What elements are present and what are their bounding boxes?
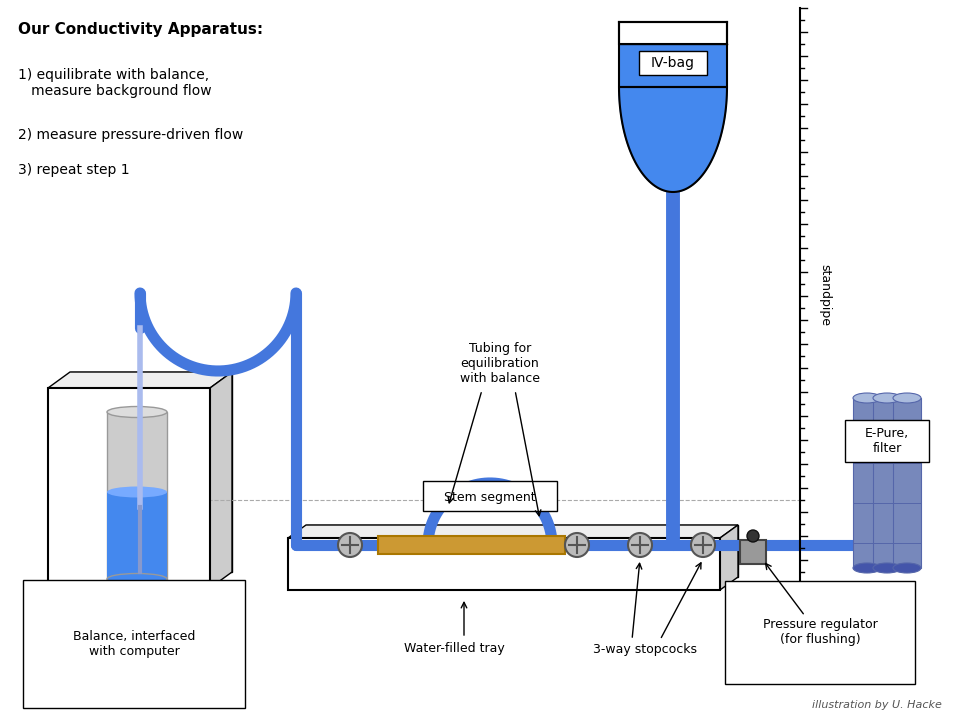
- Bar: [893, 398, 921, 568]
- Polygon shape: [210, 372, 232, 588]
- Text: 3) repeat step 1: 3) repeat step 1: [18, 163, 129, 177]
- Ellipse shape: [853, 393, 881, 403]
- Text: 1) equilibrate with balance,
   measure background flow: 1) equilibrate with balance, measure bac…: [18, 68, 212, 99]
- Text: Balance, interfaced
with computer: Balance, interfaced with computer: [73, 630, 196, 658]
- Text: IV-bag: IV-bag: [651, 56, 695, 70]
- Polygon shape: [70, 372, 232, 572]
- Bar: [48, 388, 210, 588]
- Text: Pressure regulator
(for flushing): Pressure regulator (for flushing): [762, 618, 877, 646]
- Polygon shape: [720, 525, 738, 590]
- Circle shape: [747, 530, 759, 542]
- Circle shape: [691, 533, 715, 557]
- Circle shape: [628, 533, 652, 557]
- Ellipse shape: [873, 563, 901, 573]
- Polygon shape: [306, 525, 738, 577]
- FancyBboxPatch shape: [845, 420, 929, 462]
- Bar: [740, 540, 766, 564]
- Bar: [107, 492, 167, 580]
- Polygon shape: [288, 525, 738, 538]
- Text: E-Pure,
filter: E-Pure, filter: [865, 427, 909, 455]
- Ellipse shape: [873, 393, 901, 403]
- Text: Tubing for
equilibration
with balance: Tubing for equilibration with balance: [460, 342, 540, 385]
- Bar: [288, 538, 720, 590]
- Bar: [619, 44, 727, 87]
- Ellipse shape: [43, 586, 230, 604]
- Bar: [107, 412, 167, 580]
- Circle shape: [338, 533, 362, 557]
- Ellipse shape: [893, 563, 921, 573]
- Text: Water-filled tray: Water-filled tray: [404, 642, 504, 655]
- Text: standpipe: standpipe: [818, 264, 831, 326]
- Ellipse shape: [853, 563, 881, 573]
- Text: Our Conductivity Apparatus:: Our Conductivity Apparatus:: [18, 22, 263, 37]
- Bar: [619, 22, 727, 44]
- Circle shape: [565, 533, 589, 557]
- Bar: [853, 398, 881, 568]
- Ellipse shape: [107, 574, 167, 585]
- Polygon shape: [619, 87, 727, 192]
- Bar: [378, 536, 565, 554]
- FancyBboxPatch shape: [639, 51, 707, 75]
- Ellipse shape: [107, 406, 167, 418]
- Text: Stem segment: Stem segment: [444, 490, 536, 503]
- Text: illustration by U. Hacke: illustration by U. Hacke: [812, 700, 942, 710]
- Polygon shape: [48, 372, 232, 388]
- Text: 2) measure pressure-driven flow: 2) measure pressure-driven flow: [18, 128, 244, 142]
- Bar: [873, 398, 901, 568]
- Ellipse shape: [893, 393, 921, 403]
- Ellipse shape: [107, 487, 167, 498]
- Text: 3-way stopcocks: 3-way stopcocks: [593, 643, 697, 656]
- FancyBboxPatch shape: [423, 481, 557, 511]
